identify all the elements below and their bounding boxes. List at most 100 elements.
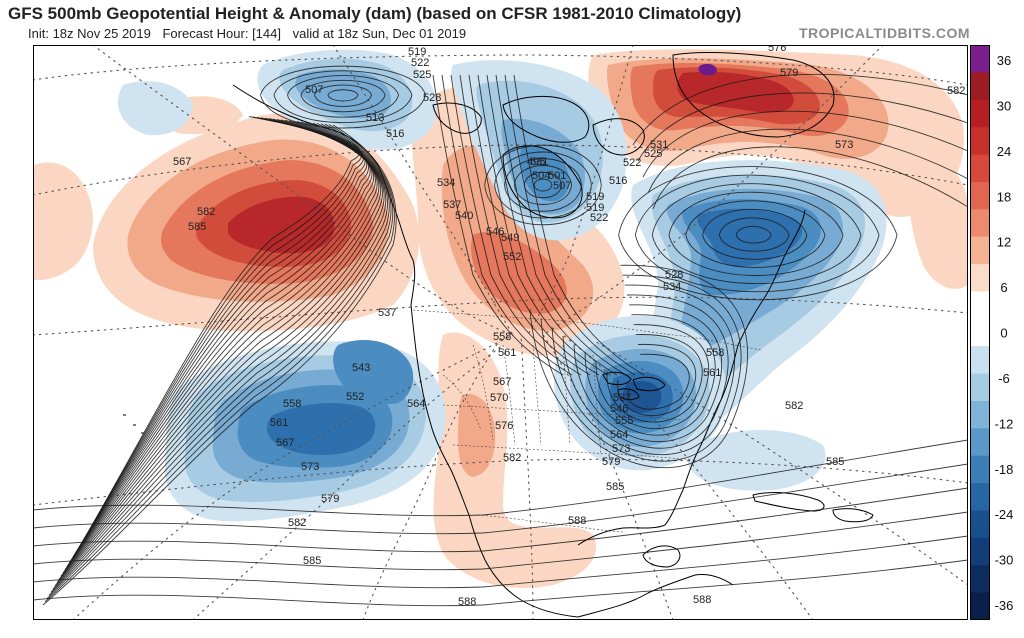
graticule-line (33, 458, 968, 506)
contour-label: 531 (530, 156, 548, 168)
contour-label: 534 (663, 281, 681, 293)
coastline (672, 52, 835, 138)
coastline (410, 304, 486, 561)
contour-label: 561 (270, 417, 288, 429)
contour-label: 579 (321, 493, 339, 505)
coastline (832, 508, 874, 523)
contour-label: 537 (443, 199, 461, 211)
graticule-line (33, 144, 968, 196)
coastline (642, 545, 681, 568)
colorbar-tick-label: -24 (995, 507, 1014, 522)
colorbar-block (970, 510, 990, 539)
contour-label: 549 (501, 232, 519, 244)
height-contour (441, 74, 573, 376)
graticule-line (592, 339, 968, 586)
colorbar-block (970, 428, 990, 457)
contour-label: 552 (503, 251, 521, 263)
height-contour (634, 174, 880, 293)
colorbar: 36 30 24 18 12 6 0 -6 -12 -18 -24 -30 -36 (970, 45, 1014, 620)
height-contour (72, 118, 371, 558)
height-contour (82, 116, 362, 542)
contour-label: 525 (413, 69, 431, 81)
contour-label: 582 (197, 206, 215, 218)
height-contour (459, 74, 591, 376)
contour-label: 585 (188, 221, 206, 233)
height-contour (702, 208, 808, 260)
colorbar-blocks (970, 45, 990, 620)
contour-label: 582 (947, 85, 965, 97)
height-contour (632, 73, 968, 146)
colorbar-tick-label: 30 (997, 98, 1011, 113)
coastline (577, 574, 734, 618)
anomaly-region (697, 208, 803, 267)
height-contour (642, 110, 968, 178)
contour-label: 528 (423, 92, 441, 104)
height-contour (477, 74, 609, 376)
colorbar-tick-label: 36 (997, 53, 1011, 68)
anomaly-region (295, 69, 391, 119)
height-contour (606, 334, 703, 423)
graticule-line (527, 45, 634, 336)
anomaly-region (623, 381, 662, 413)
height-contour (685, 200, 826, 268)
run-info: Init: 18z Nov 25 2019 Forecast Hour: [14… (28, 26, 474, 41)
contour-label: 573 (301, 461, 319, 473)
graticule-line (33, 296, 968, 336)
colorbar-block (970, 318, 990, 347)
height-contour (80, 116, 364, 545)
contour-label: 588 (458, 596, 476, 608)
anomaly-region (687, 430, 826, 491)
contour-label: 546 (486, 226, 504, 238)
height-contour (33, 511, 968, 571)
height-contour (33, 439, 968, 517)
border-line (442, 374, 482, 431)
colorbar-block (970, 537, 990, 566)
border-line (412, 309, 762, 351)
colorbar-tick-label: 18 (997, 189, 1011, 204)
height-contour (74, 118, 369, 555)
contour-label: 528 (665, 269, 683, 281)
height-contour (468, 74, 600, 376)
height-contour (84, 116, 361, 539)
contour-label: 582 (503, 452, 521, 464)
height-contour (486, 74, 618, 376)
contour-label: 582 (785, 400, 803, 412)
anomaly-region (677, 71, 794, 113)
colorbar-block (970, 127, 990, 156)
contour-label: 513 (366, 112, 384, 124)
height-contour (523, 171, 563, 199)
contour-label: 576 (768, 45, 786, 54)
height-contour (584, 314, 716, 436)
contour-label: 564 (610, 429, 628, 441)
colorbar-tick-label: -6 (998, 371, 1010, 386)
border-line (592, 354, 602, 456)
height-contour (52, 122, 388, 590)
graticule-line (542, 45, 884, 336)
anomaly-region (228, 196, 335, 254)
colorbar-block (970, 99, 990, 128)
graticule-line (542, 334, 674, 620)
graticule-line (362, 334, 504, 620)
height-contour (494, 151, 592, 219)
forecast-hour: Forecast Hour: [144] (162, 26, 281, 41)
anomaly-region (457, 394, 496, 477)
contour-label: 573 (835, 139, 853, 151)
height-contour (48, 123, 392, 596)
coastline (577, 489, 684, 546)
height-contour (513, 74, 645, 376)
anomaly-region (698, 63, 717, 76)
height-contour (504, 74, 636, 376)
border-line (472, 344, 494, 441)
colorbar-block (970, 373, 990, 402)
height-contour (551, 284, 736, 456)
height-contour (327, 89, 359, 102)
contour-label: 552 (346, 391, 364, 403)
colorbar-tick-label: -12 (995, 416, 1014, 431)
height-contour (78, 117, 366, 548)
coastline (502, 95, 590, 143)
height-contour (627, 353, 690, 410)
colorbar-block (970, 154, 990, 183)
contour-label: 573 (612, 443, 630, 455)
colorbar-tick-label: -30 (995, 553, 1014, 568)
